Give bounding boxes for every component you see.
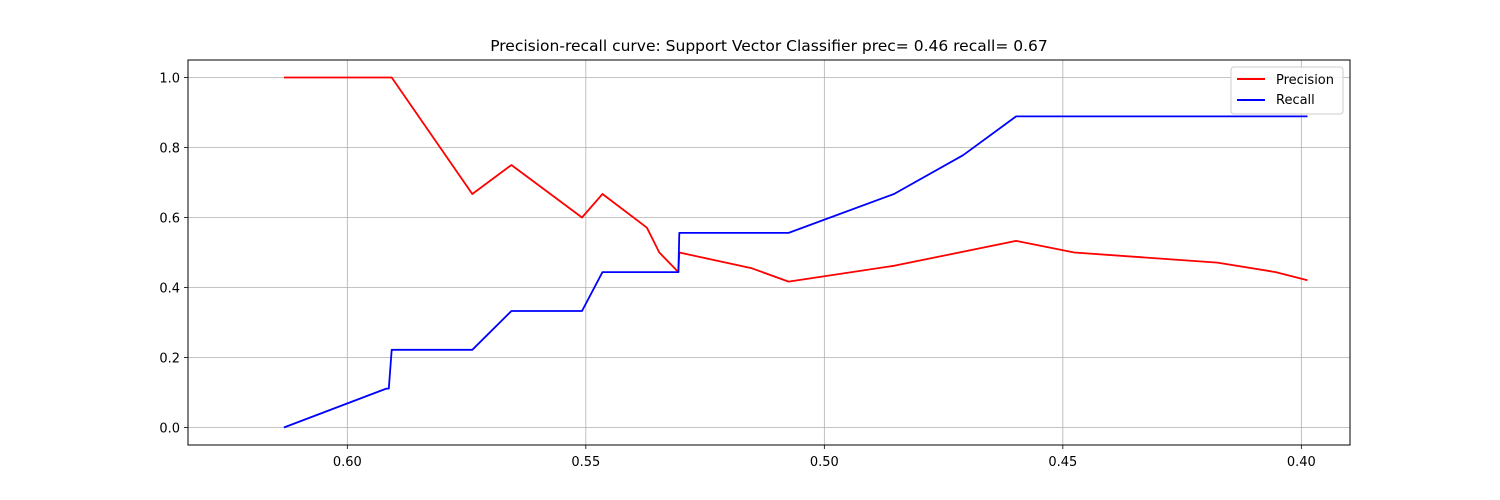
x-tick-label: 0.60	[333, 455, 362, 470]
grid	[188, 60, 1350, 445]
y-tick-label: 0.4	[159, 282, 180, 297]
x-tick-label: 0.40	[1287, 455, 1316, 470]
x-tick-label: 0.45	[1048, 455, 1077, 470]
y-tick-label: 0.8	[159, 142, 180, 157]
series-lines	[283, 76, 1308, 429]
plot-area-frame	[187, 59, 1351, 446]
legend-label-recall: Recall	[1276, 93, 1315, 108]
series-line-precision	[283, 76, 1308, 283]
y-tick-label: 0.0	[159, 422, 180, 437]
axis-ticks: 0.60 0.55 0.50 0.45 0.40 0.0 0.2 0.4 0.6 0.8 1.0	[159, 72, 1316, 471]
legend: Precision Recall	[1230, 66, 1344, 115]
y-tick-label: 0.6	[159, 212, 180, 227]
x-tick-label: 0.50	[810, 455, 839, 470]
x-tick-label: 0.55	[571, 455, 600, 470]
legend-label-precision: Precision	[1276, 73, 1334, 88]
y-tick-label: 0.2	[159, 352, 180, 367]
series-line-recall	[283, 115, 1308, 429]
chart-title: Precision-recall curve: Support Vector C…	[490, 37, 1048, 55]
y-tick-label: 1.0	[159, 72, 180, 87]
